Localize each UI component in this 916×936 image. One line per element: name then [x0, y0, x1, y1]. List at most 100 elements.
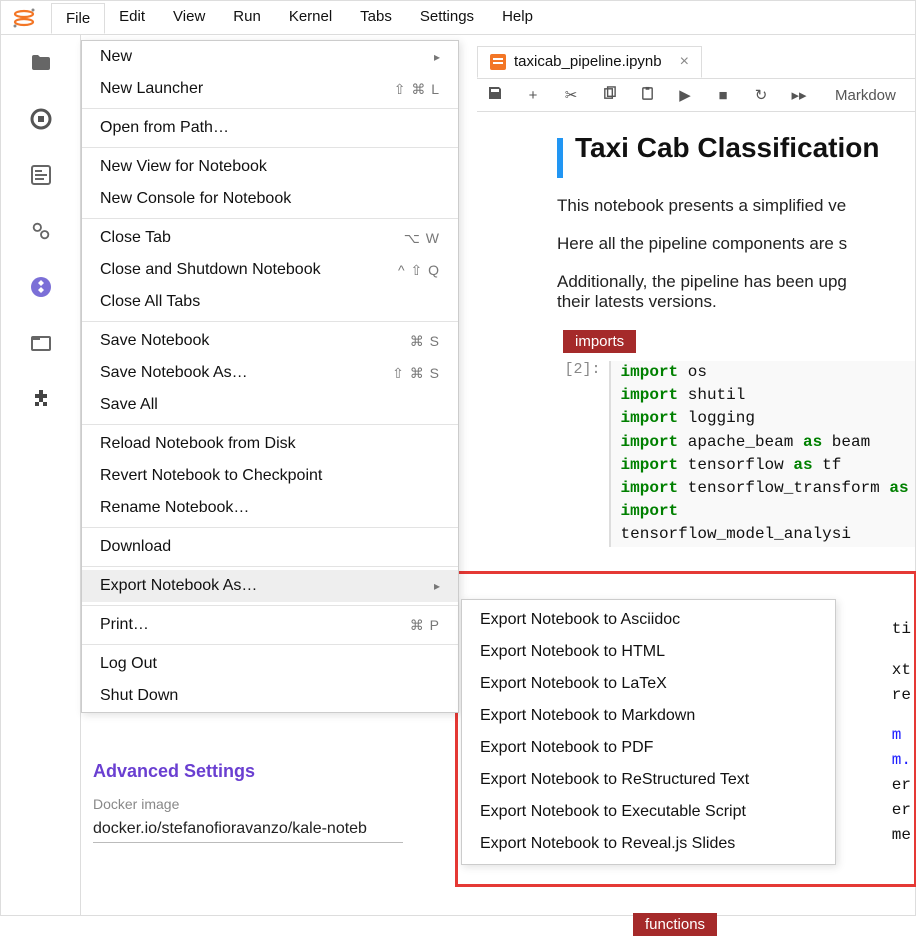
- stop-icon[interactable]: ■: [713, 87, 733, 104]
- cut-icon[interactable]: ✂: [561, 86, 581, 104]
- file-menu-item-label: New Console for Notebook: [100, 190, 291, 208]
- menu-shortcut: ⌘ S: [410, 333, 440, 350]
- file-menu-item-label: Shut Down: [100, 687, 178, 705]
- add-cell-icon[interactable]: +: [523, 87, 543, 104]
- menu-run[interactable]: Run: [219, 2, 275, 33]
- kubeflow-icon[interactable]: [27, 273, 55, 301]
- running-icon[interactable]: [27, 105, 55, 133]
- file-menu-item-label: New Launcher: [100, 80, 203, 98]
- file-menu-item-label: Revert Notebook to Checkpoint: [100, 467, 322, 485]
- file-menu-item[interactable]: Rename Notebook…: [82, 492, 458, 524]
- advanced-settings-panel: Advanced Settings Docker image: [93, 761, 423, 843]
- file-menu-item[interactable]: New Console for Notebook: [82, 183, 458, 215]
- file-menu-item[interactable]: Save All: [82, 389, 458, 421]
- tab-strip: taxicab_pipeline.ipynb ×: [477, 43, 915, 79]
- file-menu-item-label: Close Tab: [100, 229, 171, 247]
- file-menu-dropdown: New ▸ New Launcher ⇧ ⌘ L Open from Path… New …: [81, 40, 459, 713]
- paste-icon[interactable]: [637, 86, 657, 105]
- tab-close-icon[interactable]: ×: [680, 53, 689, 71]
- file-menu-item[interactable]: New ▸: [82, 41, 458, 73]
- menu-edit[interactable]: Edit: [105, 2, 159, 33]
- menu-file[interactable]: File: [51, 3, 105, 34]
- notebook-paragraph: Additionally, the pipeline has been upg …: [557, 272, 915, 312]
- commands-icon[interactable]: [27, 161, 55, 189]
- file-menu-item[interactable]: Save Notebook ⌘ S: [82, 325, 458, 357]
- menu-shortcut: ⌘ P: [410, 617, 440, 634]
- export-submenu-item[interactable]: Export Notebook to Markdown: [462, 700, 835, 732]
- menu-shortcut: ^ ⇧ Q: [398, 262, 440, 279]
- run-icon[interactable]: ▶: [675, 86, 695, 104]
- file-menu-item[interactable]: New Launcher ⇧ ⌘ L: [82, 73, 458, 105]
- menu-help[interactable]: Help: [488, 2, 547, 33]
- notebook-toolbar: + ✂ ▶ ■ ↻ ▸▸ Markdow: [477, 79, 915, 112]
- topbar: File Edit View Run Kernel Tabs Settings …: [1, 1, 915, 35]
- notebook-paragraph: Here all the pipeline components are s: [557, 234, 915, 254]
- file-menu-item[interactable]: Log Out: [82, 648, 458, 680]
- menu-kernel[interactable]: Kernel: [275, 2, 346, 33]
- menu-shortcut: ⇧ ⌘ S: [392, 365, 440, 382]
- file-menu-item-label: Close and Shutdown Notebook: [100, 261, 321, 279]
- docker-image-label: Docker image: [93, 796, 423, 812]
- file-menu-item-label: Close All Tabs: [100, 293, 200, 311]
- file-menu-item[interactable]: Download: [82, 531, 458, 563]
- file-menu-item-label: Save All: [100, 396, 158, 414]
- run-all-icon[interactable]: ▸▸: [789, 86, 809, 104]
- export-submenu-item[interactable]: Export Notebook to ReStructured Text: [462, 764, 835, 796]
- file-menu-item-label: New View for Notebook: [100, 158, 267, 176]
- file-menu-item[interactable]: New View for Notebook: [82, 151, 458, 183]
- export-submenu-item[interactable]: Export Notebook to Executable Script: [462, 796, 835, 828]
- file-menu-item-label: New: [100, 48, 132, 66]
- settings-icon[interactable]: [27, 217, 55, 245]
- advanced-settings-title: Advanced Settings: [93, 761, 423, 782]
- file-menu-item[interactable]: Close and Shutdown Notebook ^ ⇧ Q: [82, 254, 458, 286]
- menubar: File Edit View Run Kernel Tabs Settings …: [51, 2, 547, 33]
- docker-image-input[interactable]: [93, 816, 403, 843]
- notebook-icon: [490, 54, 506, 70]
- file-menu-item[interactable]: Revert Notebook to Checkpoint: [82, 460, 458, 492]
- execution-count: [2]:: [557, 361, 609, 547]
- file-menu-item-label: Reload Notebook from Disk: [100, 435, 296, 453]
- folder-icon[interactable]: [27, 49, 55, 77]
- file-menu-item[interactable]: Save Notebook As…⇧ ⌘ S: [82, 357, 458, 389]
- file-menu-item[interactable]: Open from Path…: [82, 112, 458, 144]
- file-menu-item[interactable]: Close Tab⌥ W: [82, 222, 458, 254]
- file-menu-item[interactable]: Export Notebook As… ▸: [82, 570, 458, 602]
- file-menu-item[interactable]: Print… ⌘ P: [82, 609, 458, 641]
- tabs-icon[interactable]: [27, 329, 55, 357]
- copy-icon[interactable]: [599, 86, 619, 105]
- export-submenu-item[interactable]: Export Notebook to Asciidoc: [462, 604, 835, 636]
- file-menu-item-label: Save Notebook: [100, 332, 209, 350]
- save-icon[interactable]: [485, 85, 505, 105]
- cell-tag-imports: imports: [563, 330, 636, 353]
- code-cell[interactable]: [2]: import os import shutil import logg…: [557, 361, 915, 547]
- file-menu-item[interactable]: Shut Down: [82, 680, 458, 712]
- chevron-right-icon: ▸: [434, 579, 440, 593]
- tab-notebook[interactable]: taxicab_pipeline.ipynb ×: [477, 46, 702, 78]
- menu-tabs[interactable]: Tabs: [346, 2, 406, 33]
- file-menu-item-label: Export Notebook As…: [100, 577, 257, 595]
- extension-icon[interactable]: [27, 385, 55, 413]
- restart-icon[interactable]: ↻: [751, 86, 771, 104]
- jupyter-logo-icon: [9, 3, 39, 33]
- heading-cell[interactable]: Taxi Cab Classification: [557, 132, 915, 178]
- chevron-right-icon: ▸: [434, 50, 440, 64]
- code-tail-fragments: ti xt re m m. er er me: [892, 617, 911, 847]
- file-menu-item[interactable]: Close All Tabs: [82, 286, 458, 318]
- menu-settings[interactable]: Settings: [406, 2, 488, 33]
- cell-tag-functions: functions: [633, 913, 717, 936]
- file-menu-item-label: Print…: [100, 616, 149, 634]
- notebook-paragraph: This notebook presents a simplified ve: [557, 196, 915, 216]
- cell-selection-bar: [557, 138, 563, 178]
- menu-view[interactable]: View: [159, 2, 219, 33]
- left-sidebar: [1, 35, 81, 915]
- export-submenu-item[interactable]: Export Notebook to Reveal.js Slides: [462, 828, 835, 860]
- menu-shortcut: ⇧ ⌘ L: [394, 81, 440, 98]
- file-menu-item-label: Download: [100, 538, 171, 556]
- tab-filename: taxicab_pipeline.ipynb: [514, 53, 662, 70]
- export-submenu-item[interactable]: Export Notebook to LaTeX: [462, 668, 835, 700]
- file-menu-item[interactable]: Reload Notebook from Disk: [82, 428, 458, 460]
- celltype-select[interactable]: Markdow: [835, 87, 896, 104]
- jupyterlab-window: File Edit View Run Kernel Tabs Settings …: [0, 0, 916, 916]
- export-submenu-item[interactable]: Export Notebook to PDF: [462, 732, 835, 764]
- export-submenu-item[interactable]: Export Notebook to HTML: [462, 636, 835, 668]
